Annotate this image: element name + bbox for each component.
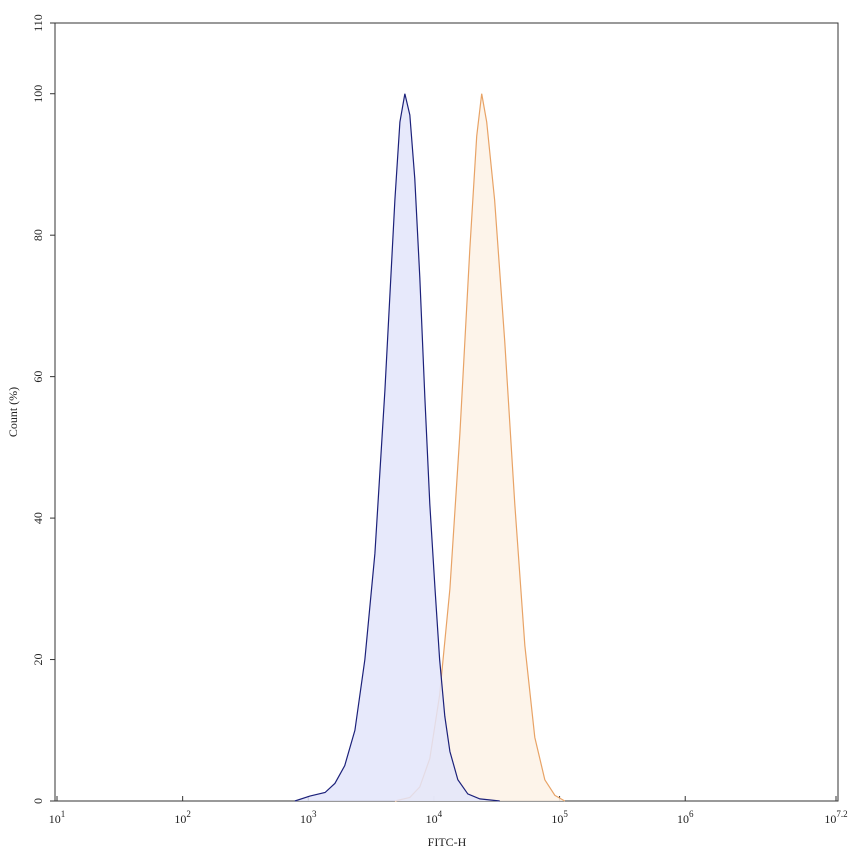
x-tick-label: 101 (49, 809, 66, 826)
histogram-line (294, 93, 500, 802)
x-tick-base: 10 (426, 812, 438, 826)
x-tick-label: 105 (551, 809, 568, 826)
x-tick-exponent: 7.2 (836, 809, 847, 819)
x-tick-label: 107.2 (824, 809, 847, 826)
y-tick-label: 100 (31, 85, 45, 103)
x-tick-label: 103 (300, 809, 317, 826)
x-tick-label: 104 (426, 809, 443, 826)
x-tick-base: 10 (300, 812, 312, 826)
x-tick-base: 10 (551, 812, 563, 826)
x-tick-exponent: 1 (61, 809, 66, 819)
x-tick-exponent: 6 (689, 809, 694, 819)
y-tick-label: 110 (31, 14, 45, 32)
x-tick-label: 102 (174, 809, 191, 826)
y-tick-label: 80 (31, 229, 45, 241)
y-tick-label: 60 (31, 371, 45, 383)
x-tick-label: 106 (677, 809, 694, 826)
x-tick-base: 10 (677, 812, 689, 826)
x-tick-base: 10 (49, 812, 61, 826)
x-tick-exponent: 2 (186, 809, 191, 819)
x-tick-exponent: 3 (312, 809, 317, 819)
y-axis-label: Count (%) (6, 387, 20, 437)
area-fill (394, 93, 565, 801)
x-tick-base: 10 (174, 812, 186, 826)
y-tick-label: 20 (31, 654, 45, 666)
y-tick-label: 0 (31, 798, 45, 804)
y-tick-label: 40 (31, 512, 45, 524)
x-tick-base: 10 (824, 812, 836, 826)
area-fill (294, 93, 500, 801)
x-axis-label: FITC-H (428, 835, 467, 849)
x-tick-exponent: 4 (438, 809, 443, 819)
x-tick-exponent: 5 (563, 809, 568, 819)
